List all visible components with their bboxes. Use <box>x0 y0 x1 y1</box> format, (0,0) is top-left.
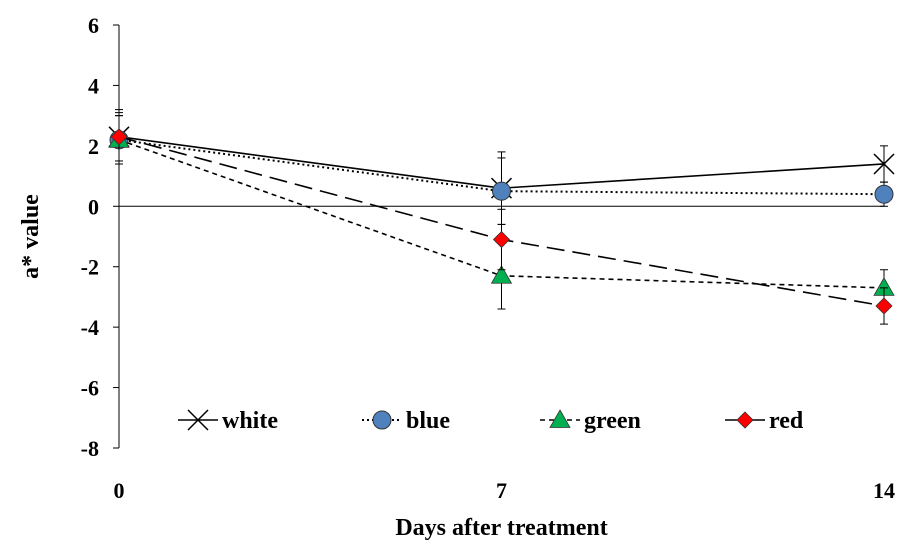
legend: white blue green red <box>178 408 804 434</box>
legend-item-green: green <box>540 408 641 434</box>
data-point-red <box>875 297 893 315</box>
x-stroke-b <box>873 153 895 175</box>
x-axis-title: Days after treatment <box>395 515 607 541</box>
y-tick-label: -6 <box>81 376 99 401</box>
legend-item-red: red <box>725 408 804 434</box>
y-tick-label: 6 <box>88 13 99 38</box>
y-tick-label: -8 <box>81 436 99 461</box>
data-point-blue <box>874 184 894 204</box>
data-point-blue <box>492 181 511 201</box>
series-blue <box>109 115 894 225</box>
data-point-white <box>873 153 895 175</box>
legend-label-blue: blue <box>406 408 450 434</box>
legend-label-green: green <box>584 408 641 434</box>
series-layer <box>108 109 895 325</box>
legend-marker-blue <box>372 410 392 430</box>
axes: 6 4 2 0 -2 -4 -6 -8 0 7 14 <box>81 13 895 503</box>
y-axis-title: a* value <box>18 194 44 279</box>
x-tick-label: 7 <box>496 478 507 503</box>
legend-label-red: red <box>769 408 804 434</box>
y-tick-label: 4 <box>88 73 99 98</box>
legend-marker-green <box>549 409 571 428</box>
legend-marker-white <box>187 409 209 431</box>
x-tick-label: 0 <box>114 478 125 503</box>
data-point-green <box>490 264 513 284</box>
legend-item-white: white <box>178 408 278 434</box>
x-stroke-b <box>187 409 209 431</box>
y-tick-label: -4 <box>81 315 99 340</box>
legend-item-blue: blue <box>362 408 450 434</box>
y-tick-label: -2 <box>81 255 99 280</box>
y-tick-label: 0 <box>88 194 99 219</box>
data-point-red <box>492 230 511 249</box>
y-tick-label: 2 <box>88 134 99 159</box>
legend-marker-red <box>736 411 754 429</box>
data-point-red <box>110 128 128 146</box>
x-tick-label: 14 <box>873 478 895 503</box>
legend-label-white: white <box>222 408 278 434</box>
series-red <box>110 112 893 325</box>
